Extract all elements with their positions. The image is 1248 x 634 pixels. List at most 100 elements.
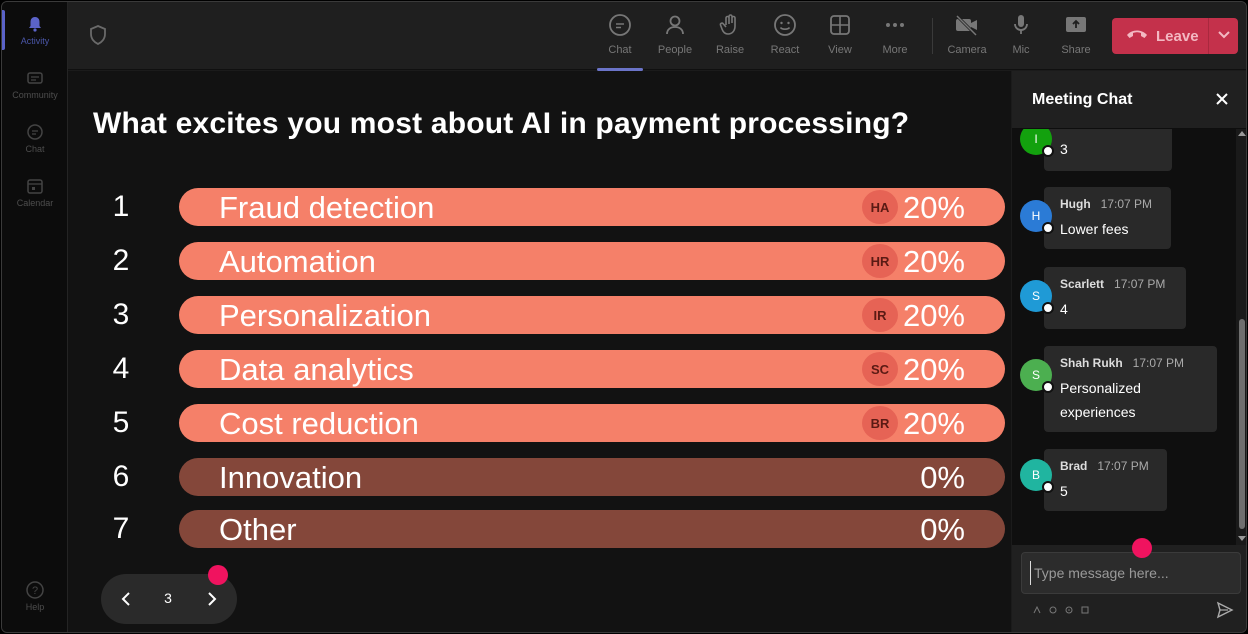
rail-item-label: Chat [25, 144, 45, 154]
avatar: BR [862, 406, 898, 440]
react-icon [772, 12, 798, 38]
avatar: I [1020, 129, 1054, 157]
toolbar-view-button[interactable]: View [815, 12, 865, 62]
toolbar-button-label: Share [1061, 44, 1091, 56]
option-label: Personalization [219, 298, 431, 333]
option-bar: Data analytics SC 20% [179, 350, 1005, 388]
option-bar: Personalization IR 20% [179, 296, 1005, 334]
message-bubble: Scarlett 17:07 PM 4 [1044, 267, 1186, 329]
rail-item-activity[interactable]: Activity [2, 6, 68, 60]
poll-option: 3 Personalization IR 20% [68, 296, 1011, 334]
scroll-up-icon[interactable] [1238, 131, 1246, 136]
message-text: 4 [1060, 301, 1068, 317]
bell-icon [25, 14, 45, 34]
avatar-initial: B [1031, 468, 1040, 482]
scroll-down-icon[interactable] [1238, 536, 1246, 541]
message-text: 3 [1060, 141, 1068, 157]
option-percent: 20% [902, 406, 965, 441]
more-icon [882, 12, 908, 38]
chat-header: Meeting Chat [1012, 71, 1246, 129]
format-icon[interactable] [1032, 605, 1042, 615]
toolbar-button-label: View [828, 44, 852, 56]
send-icon[interactable] [1216, 601, 1234, 619]
shield-icon[interactable] [88, 24, 108, 46]
raise-hand-icon [717, 12, 743, 38]
leave-options-button[interactable] [1209, 27, 1238, 45]
option-label: Data analytics [219, 352, 414, 387]
poll-question: What excites you most about AI in paymen… [93, 107, 910, 140]
emoji-icon[interactable] [1064, 605, 1074, 615]
toolbar-button-label: React [770, 44, 800, 56]
chat-compose-box[interactable] [1021, 552, 1241, 594]
avatar-initial: S [1031, 368, 1040, 382]
avatar-initial: H [1031, 209, 1041, 223]
chevron-right-icon[interactable] [201, 589, 221, 609]
toolbar-chat-button[interactable]: Chat [595, 12, 645, 71]
leave-label: Leave [1156, 27, 1199, 45]
poll-option: 2 Automation HR 20% [68, 242, 1011, 280]
chat-scrollbar[interactable] [1236, 129, 1246, 545]
toolbar-button-label: Raise [715, 44, 745, 56]
gif-icon[interactable] [1080, 605, 1090, 615]
phone-hangup-icon [1126, 27, 1148, 45]
close-icon[interactable] [1214, 91, 1230, 107]
option-number: 2 [112, 244, 130, 277]
toolbar-mic-button[interactable]: Mic [996, 12, 1046, 62]
chevron-left-icon[interactable] [117, 589, 137, 609]
option-bar: Automation HR 20% [179, 242, 1005, 280]
toolbar-button-label: People [657, 44, 693, 56]
option-percent: 20% [902, 244, 965, 279]
toolbar-button-label: Mic [1012, 44, 1030, 56]
attach-icon[interactable] [1048, 605, 1058, 615]
toolbar-share-button[interactable]: Share [1051, 12, 1101, 62]
option-bar: Other 0% [179, 510, 1005, 548]
rail-active-indicator [2, 10, 5, 50]
leave-button[interactable]: Leave [1112, 18, 1238, 54]
help-icon: ? [25, 580, 45, 600]
option-number: 3 [112, 298, 130, 331]
rail-item-calendar[interactable]: Calendar [2, 168, 68, 222]
toolbar-camera-button[interactable]: Camera [942, 12, 992, 62]
app-rail: Activity Community Chat Calendar ? Help [2, 2, 68, 632]
message-time: 17:07 PM [1097, 459, 1149, 473]
toolbar-people-button[interactable]: People [650, 12, 700, 62]
toolbar-divider [932, 18, 933, 54]
option-label: Fraud detection [219, 190, 435, 225]
message-text: 5 [1060, 483, 1068, 499]
toolbar-more-button[interactable]: More [870, 12, 920, 62]
status-indicator [1042, 145, 1054, 157]
option-number: 5 [112, 406, 130, 439]
rail-item-label: Calendar [16, 198, 54, 208]
message-input[interactable] [1030, 561, 1230, 585]
option-label: Automation [219, 244, 376, 279]
meeting-toolbar: Chat People Raise React View [68, 2, 1246, 71]
toolbar-react-button[interactable]: React [760, 12, 810, 62]
rail-item-help[interactable]: ? Help [2, 572, 68, 626]
avatar: HA [862, 190, 898, 224]
chat-title: Meeting Chat [1032, 91, 1133, 108]
chat-message-list: 3 I Hugh 17:07 PM Lower fees H [1012, 129, 1236, 545]
avatar: IR [862, 298, 898, 332]
status-indicator [1042, 481, 1054, 493]
cursor-indicator-dot [1132, 538, 1152, 558]
leave-split-divider [1208, 18, 1209, 54]
share-icon [1063, 12, 1089, 38]
option-label: Other [219, 512, 297, 547]
option-bar: Innovation 0% [179, 458, 1005, 496]
toolbar-raise-button[interactable]: Raise [705, 12, 755, 62]
rail-item-label: Help [25, 602, 45, 612]
avatar: B [1020, 459, 1054, 493]
cursor-indicator-dot [208, 565, 228, 585]
toolbar-button-label: Camera [947, 44, 987, 56]
mic-icon [1008, 12, 1034, 38]
option-label: Cost reduction [219, 406, 419, 441]
message-time: 17:07 PM [1100, 197, 1153, 211]
rail-item-community[interactable]: Community [2, 60, 68, 114]
leave-main-action[interactable]: Leave [1112, 18, 1208, 54]
message-time: 17:07 PM [1132, 356, 1185, 370]
scroll-thumb[interactable] [1239, 319, 1245, 529]
poll-option: 4 Data analytics SC 20% [68, 350, 1011, 388]
rail-item-chat[interactable]: Chat [2, 114, 68, 168]
message-bubble: Hugh 17:07 PM Lower fees [1044, 187, 1171, 249]
svg-text:?: ? [32, 585, 38, 597]
